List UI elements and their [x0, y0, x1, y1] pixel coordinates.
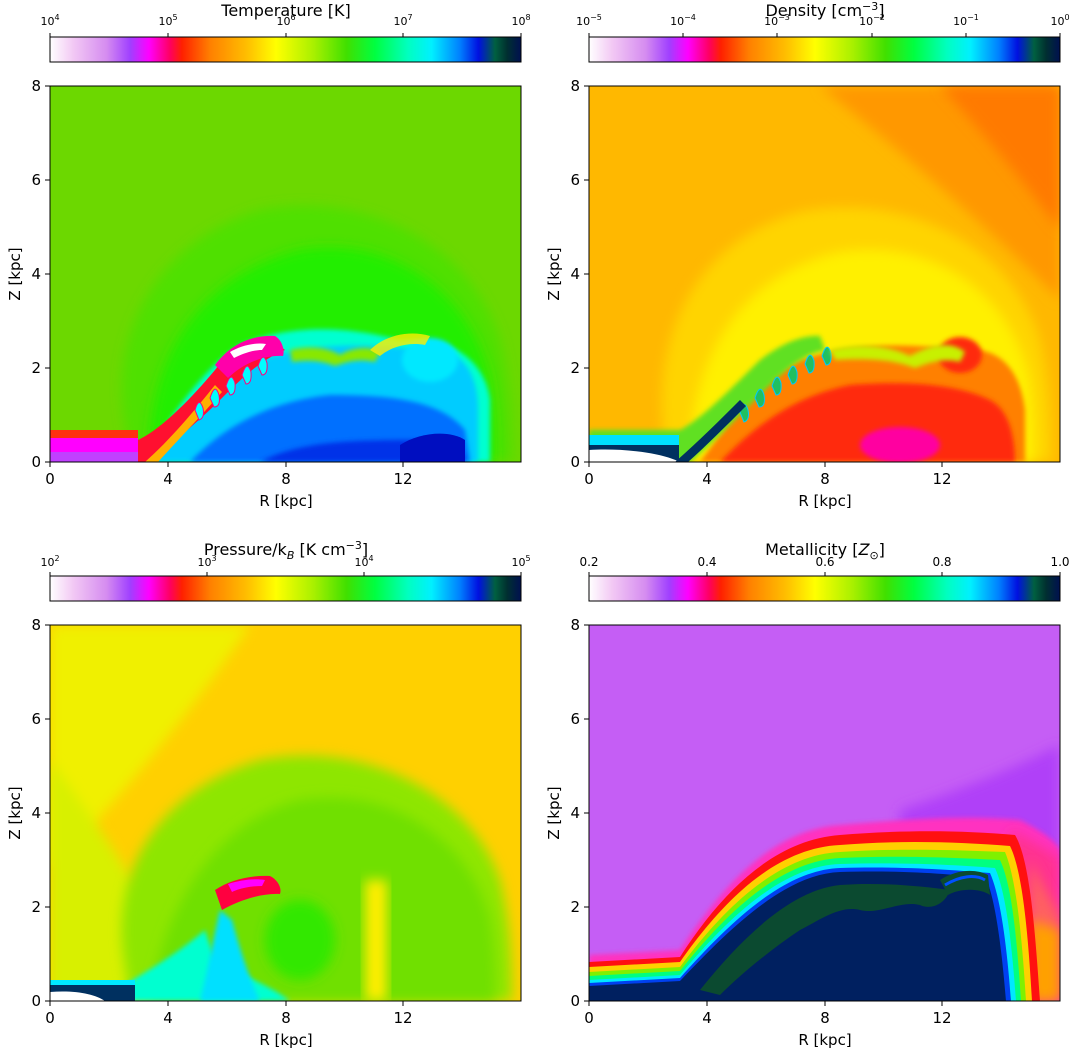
- x-tick-label: 0: [45, 1009, 55, 1027]
- colorbar-tick-label: 106: [276, 13, 295, 28]
- x-tick-label: 8: [281, 1009, 291, 1027]
- x-tick-label: 4: [702, 1009, 712, 1027]
- colorbar-tick-label: 107: [393, 13, 412, 28]
- x-axis-label: R [kpc]: [259, 492, 312, 510]
- colorbar-tick-label: 1.0: [1050, 555, 1069, 569]
- x-tick-label: 8: [820, 470, 830, 488]
- x-tick-label: 4: [163, 470, 173, 488]
- x-tick-label: 4: [702, 470, 712, 488]
- x-tick-label: 12: [932, 470, 951, 488]
- colorbar-title: Metallicity [Z⊙]: [765, 540, 885, 562]
- y-axis-label: Z [kpc]: [6, 247, 24, 300]
- colorbar-tick-label: 104: [354, 554, 373, 569]
- colorbar-tick-label: 108: [511, 13, 530, 28]
- x-tick-label: 0: [45, 470, 55, 488]
- y-axis: 0 2 4 6 8 Z [kpc]: [6, 616, 50, 1010]
- colorbar-tick-label: 105: [511, 554, 530, 569]
- y-tick-label: 2: [570, 898, 580, 916]
- colorbar-tick-label: 0.8: [932, 555, 951, 569]
- colorbar: [588, 36, 1061, 63]
- y-tick-label: 6: [570, 171, 580, 189]
- x-tick-label: 12: [932, 1009, 951, 1027]
- x-axis-label: R [kpc]: [259, 1031, 312, 1049]
- colorbar-title: Pressure/kB [K cm−3]: [204, 539, 368, 562]
- y-tick-label: 0: [570, 453, 580, 471]
- y-tick-label: 6: [570, 710, 580, 728]
- colorbar-tick-label: 0.2: [579, 555, 598, 569]
- colorbar: [49, 575, 522, 602]
- y-axis: 0 2 4 6 8 Z [kpc]: [6, 77, 50, 471]
- x-tick-label: 4: [163, 1009, 173, 1027]
- colorbar: [49, 36, 522, 63]
- y-axis: 0 2 4 6 8 Z [kpc]: [545, 616, 589, 1010]
- panel-temperature: Temperature [K] 104 105 106 107 108: [6, 1, 531, 510]
- y-tick-label: 4: [570, 804, 580, 822]
- y-tick-label: 4: [31, 804, 41, 822]
- y-axis: 0 2 4 6 8 Z [kpc]: [545, 77, 589, 471]
- y-tick-label: 0: [570, 992, 580, 1010]
- colorbar-ticks: 0.2 0.4 0.6 0.8 1.0: [579, 555, 1070, 576]
- y-tick-label: 2: [31, 898, 41, 916]
- panel-pressure: Pressure/kB [K cm−3] 102 103 104 105: [6, 539, 531, 1049]
- y-tick-label: 8: [31, 616, 41, 634]
- colorbar-tick-label: 100: [1050, 13, 1069, 28]
- y-tick-label: 4: [31, 265, 41, 283]
- colorbar-ticks: 10−5 10−4 10−3 10−2 10−1 100: [576, 13, 1070, 37]
- x-tick-label: 8: [281, 470, 291, 488]
- x-tick-label: 12: [393, 1009, 412, 1027]
- colorbar-tick-label: 10−3: [764, 13, 790, 28]
- colorbar-tick-label: 10−5: [576, 13, 602, 28]
- colorbar-tick-label: 0.4: [697, 555, 716, 569]
- x-axis-label: R [kpc]: [798, 492, 851, 510]
- heatmap-field: [50, 86, 521, 462]
- heatmap-field: [50, 625, 521, 1001]
- y-axis-label: Z [kpc]: [6, 786, 24, 839]
- y-tick-label: 6: [31, 710, 41, 728]
- x-tick-label: 8: [820, 1009, 830, 1027]
- y-tick-label: 6: [31, 171, 41, 189]
- colorbar: [588, 575, 1061, 602]
- x-axis-label: R [kpc]: [798, 1031, 851, 1049]
- y-tick-label: 0: [31, 453, 41, 471]
- y-axis-label: Z [kpc]: [545, 786, 563, 839]
- x-axis: 0 4 8 12 R [kpc]: [584, 1001, 952, 1049]
- panel-density: Density [cm−3] 10−5 10−4 10−3 10−2 10−1 …: [545, 0, 1070, 510]
- y-tick-label: 2: [570, 359, 580, 377]
- y-tick-label: 8: [31, 77, 41, 95]
- x-axis: 0 4 8 12 R [kpc]: [45, 462, 413, 510]
- y-tick-label: 8: [570, 77, 580, 95]
- colorbar-tick-label: 0.6: [815, 555, 834, 569]
- colorbar-tick-label: 10−2: [859, 13, 885, 28]
- heatmap-field: [589, 86, 1060, 462]
- colorbar-tick-label: 10−1: [953, 13, 979, 28]
- colorbar-tick-label: 10−4: [670, 13, 696, 28]
- panel-metallicity: Metallicity [Z⊙] 0.2 0.4 0.6 0.8 1.0: [545, 540, 1070, 1049]
- x-axis: 0 4 8 12 R [kpc]: [45, 1001, 413, 1049]
- colorbar-tick-label: 104: [40, 13, 59, 28]
- y-axis-label: Z [kpc]: [545, 247, 563, 300]
- y-tick-label: 8: [570, 616, 580, 634]
- heatmap-field: [589, 625, 1060, 1001]
- colorbar-tick-label: 103: [197, 554, 216, 569]
- colorbar-title: Density [cm−3]: [765, 0, 884, 20]
- y-tick-label: 4: [570, 265, 580, 283]
- y-tick-label: 0: [31, 992, 41, 1010]
- colorbar-ticks: 104 105 106 107 108: [40, 13, 531, 37]
- colorbar-tick-label: 102: [40, 554, 59, 569]
- x-tick-label: 12: [393, 470, 412, 488]
- colorbar-tick-label: 105: [158, 13, 177, 28]
- x-tick-label: 0: [584, 470, 594, 488]
- x-axis: 0 4 8 12 R [kpc]: [584, 462, 952, 510]
- colorbar-title: Temperature [K]: [220, 1, 350, 20]
- y-tick-label: 2: [31, 359, 41, 377]
- x-tick-label: 0: [584, 1009, 594, 1027]
